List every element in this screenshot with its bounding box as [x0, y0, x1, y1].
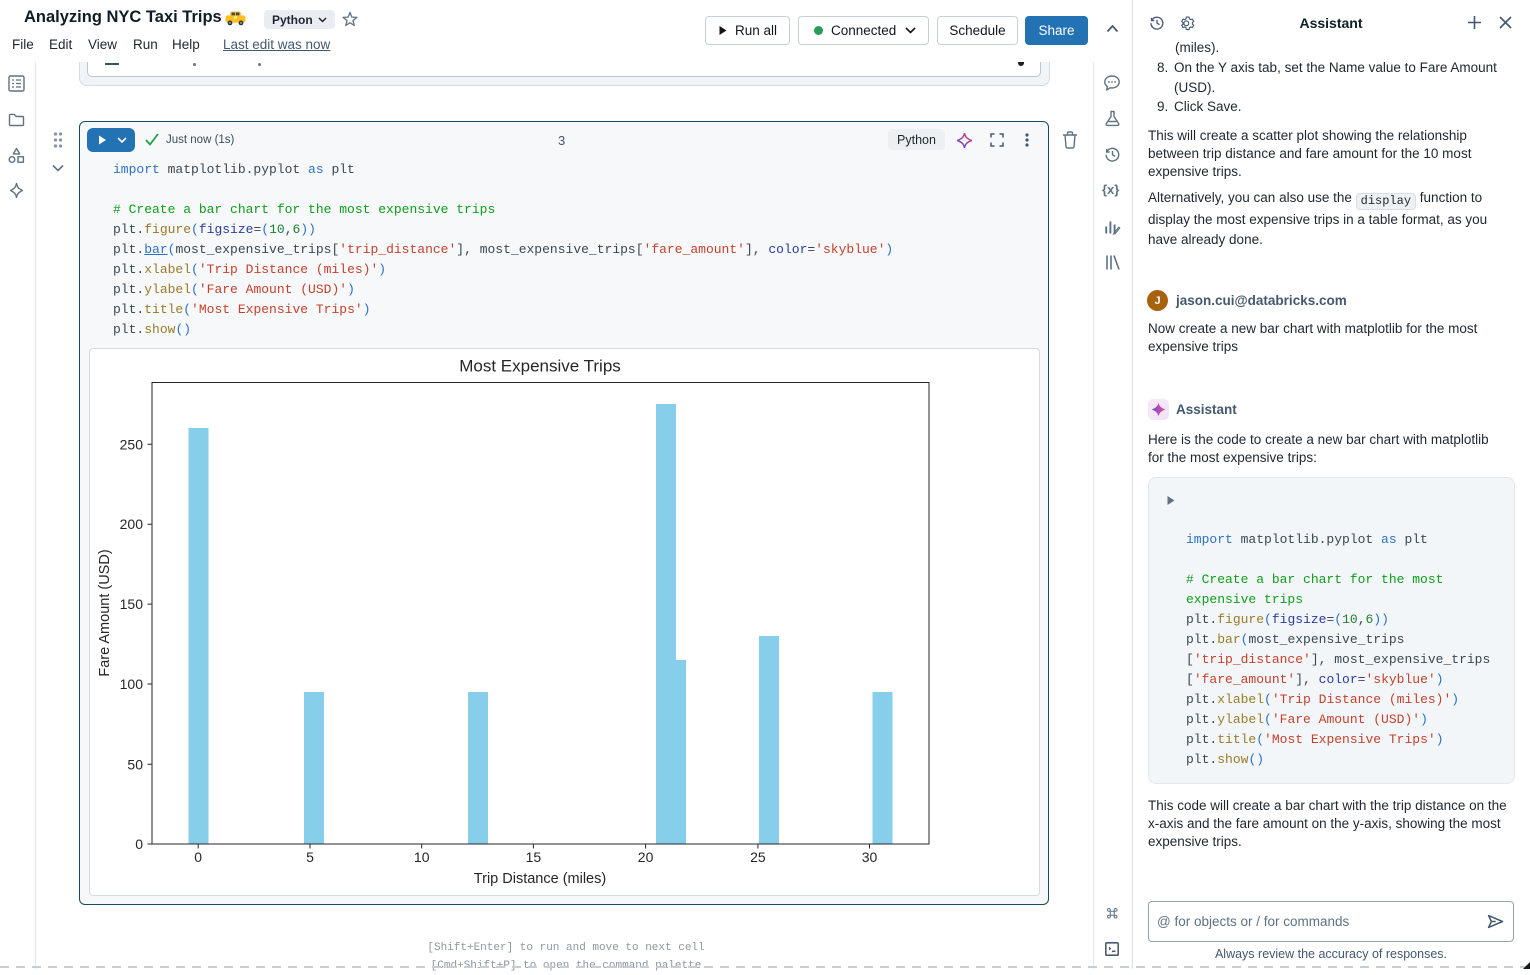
svg-text:5: 5	[306, 849, 314, 865]
svg-text:20: 20	[638, 849, 654, 865]
svg-text:0: 0	[135, 836, 143, 852]
svg-text:Most Expensive Trips: Most Expensive Trips	[459, 357, 621, 376]
svg-text:25: 25	[750, 849, 766, 865]
svg-text:200: 200	[120, 516, 144, 532]
svg-text:Fare Amount (USD): Fare Amount (USD)	[97, 549, 113, 676]
svg-text:250: 250	[120, 436, 144, 452]
svg-text:150: 150	[120, 596, 144, 612]
svg-text:30: 30	[862, 849, 878, 865]
svg-text:10: 10	[414, 849, 430, 865]
svg-text:100: 100	[120, 676, 144, 692]
svg-text:15: 15	[526, 849, 542, 865]
svg-text:50: 50	[127, 756, 143, 772]
svg-text:Trip Distance (miles): Trip Distance (miles)	[474, 871, 606, 887]
svg-text:0: 0	[194, 849, 202, 865]
